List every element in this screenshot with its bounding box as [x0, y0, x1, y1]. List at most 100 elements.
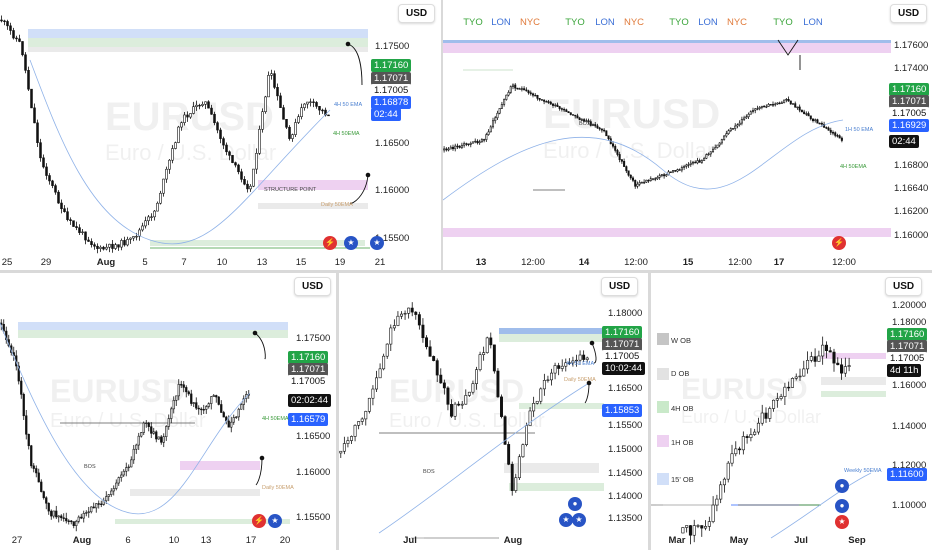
- session-label-tyo: TYO: [773, 17, 793, 28]
- chart-canvas[interactable]: [443, 0, 932, 270]
- candle-body: [774, 103, 777, 106]
- candle-body: [741, 436, 745, 451]
- candle-body: [831, 132, 835, 134]
- candle-body: [843, 366, 847, 374]
- event-flag-icon[interactable]: ●: [835, 499, 849, 513]
- candle-body: [840, 364, 844, 374]
- candle-body: [629, 174, 632, 179]
- projection-arrow: [777, 39, 799, 56]
- event-flag-icon[interactable]: ●: [568, 497, 582, 511]
- candle-body: [237, 408, 240, 418]
- event-flag-icon[interactable]: ⚡: [832, 236, 846, 250]
- order-block-zone: [18, 330, 288, 338]
- candle-body: [827, 127, 830, 131]
- chart-canvas[interactable]: [0, 273, 336, 550]
- candle-body: [563, 108, 566, 111]
- chart-panel-2[interactable]: EURUSD Euro / U.S. Dollar USD TYO LON NYC…: [443, 0, 932, 270]
- us-flag-icon[interactable]: ★: [572, 513, 586, 527]
- candle-body: [838, 135, 841, 139]
- chart-canvas[interactable]: [339, 273, 648, 550]
- candle-body: [160, 436, 163, 443]
- chart-panel-3[interactable]: EURUSD Euro / U.S. Dollar USD 1.17500 1.1…: [0, 273, 336, 550]
- candle-body: [192, 402, 195, 404]
- chart-panel-1[interactable]: EURUSD Euro / U.S. Dollar USD 1.17500 1.1…: [0, 0, 441, 270]
- candle-body: [9, 25, 12, 31]
- candle-body: [700, 525, 704, 529]
- candle-body: [252, 168, 255, 187]
- x-tick: Jul: [403, 535, 417, 546]
- arrow-dot: [259, 455, 265, 461]
- candle-body: [389, 327, 393, 345]
- chart-canvas[interactable]: [0, 0, 441, 270]
- event-flag-icon[interactable]: ⚡: [252, 514, 266, 528]
- chart-panel-5[interactable]: EURUSD Euro / U.S. Dollar USD 1.20000 1.1…: [651, 273, 932, 550]
- candle-body: [306, 101, 309, 105]
- order-block-zone: [821, 377, 886, 385]
- candle-body: [716, 144, 719, 148]
- candle-body: [249, 185, 252, 190]
- y-tick: 1.16000: [894, 230, 929, 241]
- x-tick: 13: [200, 535, 212, 546]
- candle-body: [494, 117, 497, 122]
- candle-body: [825, 127, 828, 129]
- candle-body: [147, 216, 150, 222]
- candle-body: [346, 440, 350, 444]
- candle-body: [205, 406, 208, 410]
- candle-body: [554, 104, 557, 107]
- candle-body: [758, 107, 761, 109]
- us-flag-icon[interactable]: ★: [370, 236, 384, 250]
- currency-label[interactable]: USD: [294, 277, 332, 296]
- candle-body: [47, 502, 50, 512]
- chart-panel-4[interactable]: EURUSD Euro / U.S. Dollar USD 1.18000 1.1…: [339, 273, 648, 550]
- candle-body: [70, 520, 73, 523]
- candle-body: [120, 240, 123, 248]
- us-flag-icon[interactable]: ★: [835, 515, 849, 529]
- candle-body: [443, 148, 446, 151]
- currency-label[interactable]: USD: [890, 4, 928, 23]
- candle-body: [726, 462, 730, 480]
- chart-canvas[interactable]: [651, 273, 932, 550]
- x-tick: 10: [216, 257, 228, 268]
- us-flag-icon[interactable]: ★: [344, 236, 358, 250]
- candle-body: [605, 130, 608, 137]
- candle-body: [765, 106, 768, 108]
- candle-body: [142, 422, 145, 433]
- candle-body: [220, 404, 223, 413]
- event-flag-icon[interactable]: ●: [835, 479, 849, 493]
- currency-label[interactable]: USD: [601, 277, 639, 296]
- candle-body: [449, 146, 452, 150]
- candle-body: [545, 101, 548, 103]
- candle-body: [658, 175, 661, 178]
- candle-body: [396, 315, 400, 326]
- event-flag-icon[interactable]: ⚡: [323, 236, 337, 250]
- candle-body: [730, 453, 734, 464]
- candle-body: [212, 395, 215, 397]
- currency-label[interactable]: USD: [398, 4, 436, 23]
- candle-body: [135, 235, 138, 238]
- candle-body: [57, 191, 60, 204]
- candle-body: [560, 108, 563, 110]
- candle-body: [802, 368, 806, 377]
- candle-body: [753, 431, 757, 435]
- candle-body: [476, 140, 479, 144]
- candle-body: [126, 239, 129, 246]
- us-flag-icon[interactable]: ★: [268, 514, 282, 528]
- candle-body: [246, 183, 249, 190]
- candle-body: [696, 525, 700, 527]
- candle-body: [489, 337, 493, 346]
- candle-body: [543, 99, 546, 102]
- price-tag-gray: 1.17071: [288, 363, 329, 376]
- candle-body: [145, 422, 148, 425]
- candle-body: [467, 143, 470, 146]
- us-flag-icon[interactable]: ★: [559, 513, 573, 527]
- x-tick: 5: [142, 257, 148, 268]
- currency-label[interactable]: USD: [885, 277, 923, 296]
- candle-body: [616, 150, 619, 155]
- candle-body: [636, 183, 639, 187]
- candle-body: [458, 145, 461, 148]
- candle-body: [177, 126, 180, 143]
- candle-body: [375, 377, 378, 390]
- candle-body: [20, 380, 23, 395]
- candle-body: [167, 418, 170, 427]
- candle-body: [417, 314, 421, 326]
